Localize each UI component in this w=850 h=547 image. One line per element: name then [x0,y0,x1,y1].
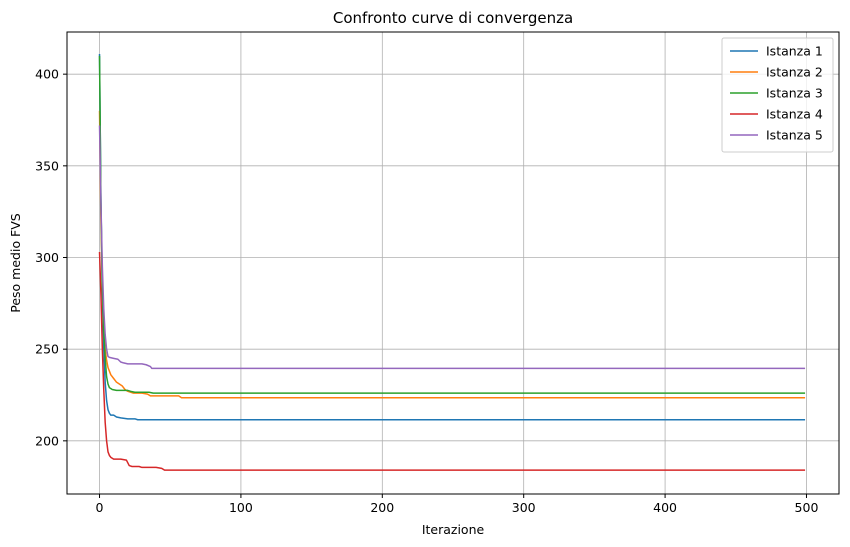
x-tick-label: 300 [512,500,536,515]
series-line-istanza-5 [98,125,806,370]
legend-label: Istanza 4 [766,107,823,122]
legend-box [721,37,834,153]
x-ticks: 0 100 200 300 400 500 [96,494,819,515]
y-tick-label: 300 [35,250,59,265]
x-tick-label: 200 [370,500,394,515]
y-axis-label: Peso medio FVS [8,213,23,313]
chart-title: Confronto curve di convergenza [333,9,573,27]
y-ticks: 200 250 300 350 400 [35,67,67,448]
x-tick-label: 400 [653,500,677,515]
legend-label: Istanza 3 [766,86,823,101]
y-tick-label: 250 [35,342,59,357]
grid [67,32,839,494]
y-tick-label: 400 [35,67,59,82]
legend-label: Istanza 1 [766,44,823,59]
x-tick-label: 100 [229,500,253,515]
legend-label: Istanza 5 [766,128,823,143]
legend-label: Istanza 2 [766,65,823,80]
series-line-istanza-4 [98,251,806,471]
plot-frame [66,31,840,495]
series-line-istanza-1 [98,53,806,421]
y-tick-label: 350 [35,158,59,173]
series-layer [98,53,806,471]
x-tick-label: 0 [96,500,104,515]
x-tick-label: 500 [795,500,819,515]
x-axis-label: Iterazione [422,522,485,537]
y-tick-label: 200 [35,433,59,448]
legend: Istanza 1 Istanza 2 Istanza 3 Istanza 4 Ista… [721,37,834,153]
